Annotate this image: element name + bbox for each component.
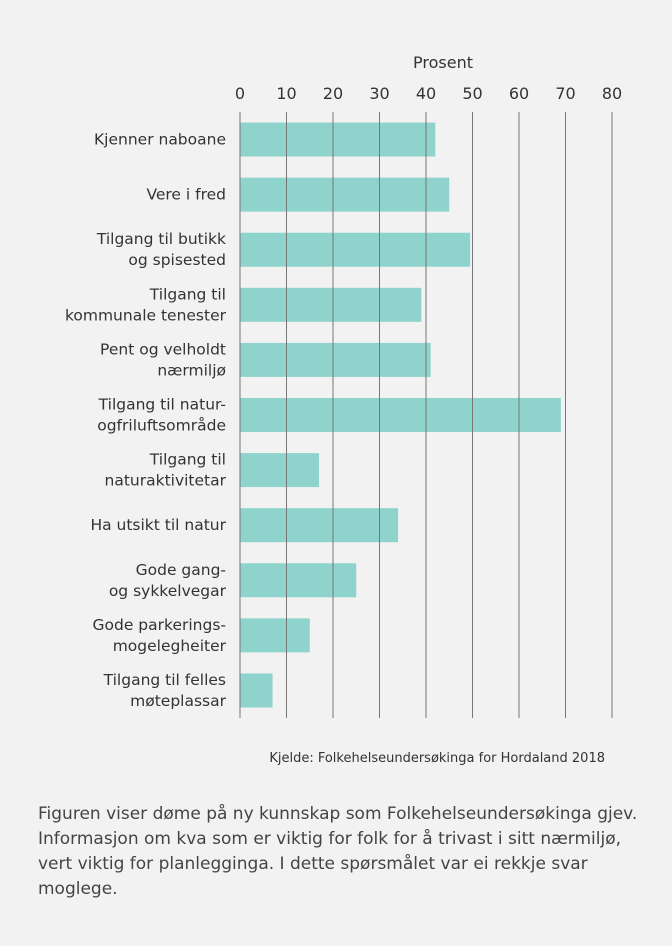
y-tick-label: Ha utsikt til natur [90, 516, 226, 534]
y-tick-label: Kjenner naboane [94, 131, 226, 149]
bar [240, 122, 436, 157]
y-tick-label: Tilgang til natur-ogfriluftsområde [97, 396, 226, 435]
source-note: Kjelde: Folkehelseundersøkinga for Horda… [269, 751, 605, 766]
y-tick-label: Vere i fred [146, 186, 226, 204]
bar [240, 508, 399, 543]
bar [240, 232, 471, 267]
y-tick-label: Gode parkerings-mogelegheiter [93, 616, 227, 655]
y-tick-label: Tilgang til kommunale tenester [65, 285, 227, 324]
bar [240, 398, 561, 432]
x-tick-label: 80 [602, 84, 622, 103]
bar [240, 563, 357, 598]
bar [240, 673, 273, 708]
caption: Figuren viser døme på ny kunnskap som Fo… [38, 804, 638, 899]
y-tick-label: Tilgang til butikk og spisested [96, 230, 226, 269]
x-tick-label: 20 [323, 84, 343, 103]
x-tick-label: 10 [276, 84, 296, 103]
chart: Prosent Kjelde: Folkehelseundersøkinga f… [65, 53, 622, 766]
x-tick-label: 50 [462, 84, 482, 103]
x-axis-label: Prosent [413, 53, 473, 72]
bar [240, 618, 310, 653]
bar [240, 177, 450, 212]
bar [240, 287, 422, 322]
bar [240, 342, 431, 377]
y-tick-label: Tilgang til felles møteplassar [103, 671, 227, 710]
y-tick-label: Pent og velholdt nærmiljø [100, 340, 226, 379]
bar [240, 453, 320, 488]
x-tick-label: 30 [369, 84, 389, 103]
y-tick-label: Gode gang-og sykkelvegar [109, 561, 227, 600]
x-tick-label: 40 [416, 84, 436, 103]
x-tick-label: 0 [235, 84, 245, 103]
x-tick-label: 60 [509, 84, 529, 103]
x-tick-label: 70 [555, 84, 575, 103]
y-tick-label: Tilgang til naturaktivitetar [105, 451, 227, 490]
